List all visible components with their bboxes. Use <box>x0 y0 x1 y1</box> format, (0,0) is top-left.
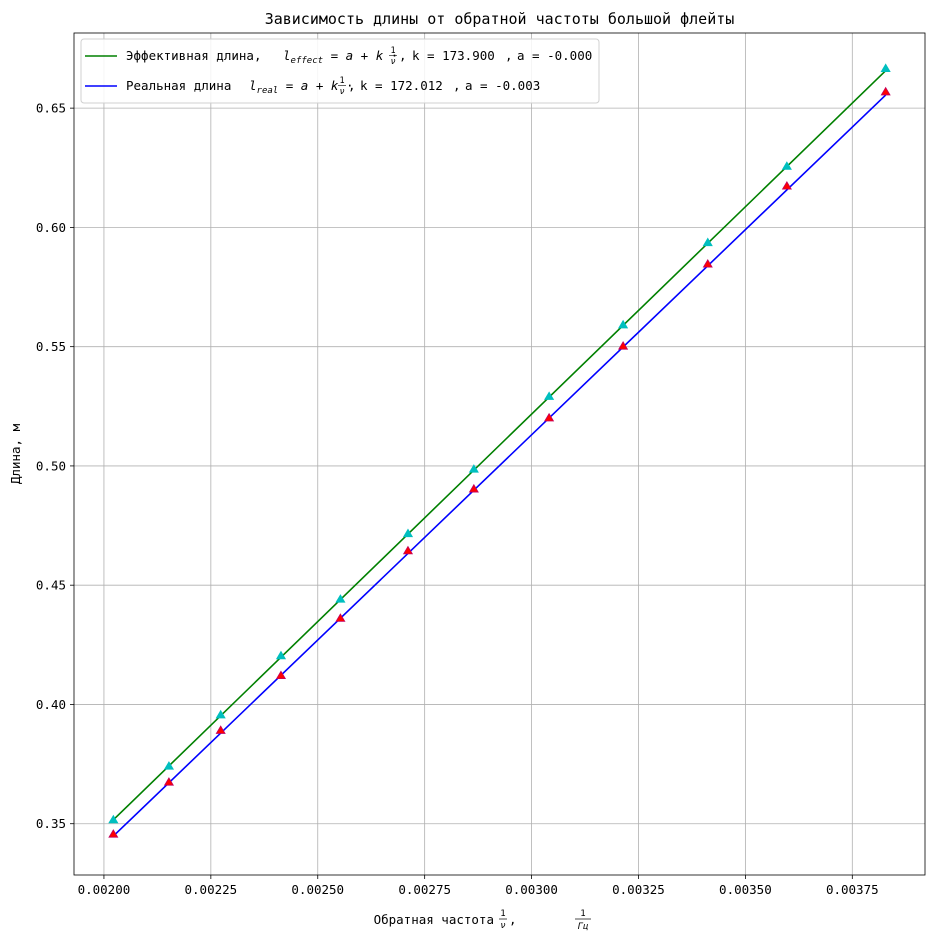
svg-text:,: , <box>509 912 517 927</box>
plot-frame <box>73 32 926 876</box>
x-tick-label: 0.00300 <box>505 882 558 897</box>
data-point-real <box>781 180 792 190</box>
data-point-real <box>880 86 891 96</box>
y-tick-label: 0.50 <box>36 458 66 473</box>
data-point-effective <box>215 709 226 719</box>
x-axis-label-group: Обратная частота 1 ν , 1 Гц <box>374 909 591 932</box>
legend-box <box>80 38 600 104</box>
grid <box>74 33 925 875</box>
plot-series <box>108 63 891 838</box>
legend-name-real: Реальная длина <box>126 78 231 93</box>
data-point-effective <box>108 814 119 824</box>
svg-text:1: 1 <box>580 909 585 919</box>
axis-ticks: 0.00200 0.00225 0.00250 0.00275 0.00300 0.003… <box>36 101 879 897</box>
data-point-real <box>275 670 287 679</box>
x-tick-label: 0.00200 <box>78 882 131 897</box>
legend-k-real: k = 172.012 <box>360 78 443 93</box>
chart-title: Зависимость длины от обратной частоты бо… <box>265 10 735 28</box>
y-tick-label: 0.35 <box>36 816 66 831</box>
data-point-real <box>468 483 479 493</box>
legend: Эффективная длина, leffect = a + k · 1 ν… <box>80 38 600 104</box>
data-point-real <box>108 829 119 838</box>
svg-text:,: , <box>399 48 407 63</box>
data-point-effective <box>275 650 287 660</box>
svg-text:,: , <box>348 78 356 93</box>
data-point-effective <box>402 528 414 538</box>
y-tick-label: 0.60 <box>36 220 66 235</box>
data-point-effective <box>880 63 891 72</box>
data-point-effective <box>335 594 346 603</box>
data-point-real <box>618 341 629 350</box>
svg-text:,: , <box>505 48 513 63</box>
x-tick-label: 0.00225 <box>185 882 238 897</box>
legend-entry-effective: Эффективная длина, leffect = a + k · 1 ν… <box>85 46 592 67</box>
legend-k-effective: k = 173.900 <box>412 48 495 63</box>
data-point-effective <box>544 391 555 400</box>
svg-text:Гц: Гц <box>578 922 589 932</box>
svg-text:ν: ν <box>500 921 505 931</box>
fit-line-effective <box>112 70 887 821</box>
legend-formula-real: lreal = a + k · <box>249 78 354 96</box>
y-tick-label: 0.45 <box>36 578 66 593</box>
svg-text:ν: ν <box>339 87 344 97</box>
svg-text:,: , <box>453 78 461 93</box>
x-tick-label: 0.00375 <box>826 882 879 897</box>
svg-text:1: 1 <box>390 46 395 56</box>
legend-entry-real: Реальная длина lreal = a + k · 1 ν , k =… <box>85 76 540 97</box>
y-tick-label: 0.55 <box>36 339 66 354</box>
y-tick-label: 0.65 <box>36 101 66 116</box>
data-point-effective <box>618 319 629 329</box>
fit-line-real <box>112 94 887 837</box>
svg-text:1: 1 <box>500 909 505 919</box>
data-point-real <box>335 613 346 622</box>
data-point-real <box>215 725 226 734</box>
svg-text:ν: ν <box>390 57 395 67</box>
data-point-real <box>544 412 555 422</box>
x-tick-label: 0.00275 <box>398 882 451 897</box>
data-point-real <box>402 545 414 555</box>
x-tick-label: 0.00350 <box>719 882 772 897</box>
svg-text:1: 1 <box>339 76 344 86</box>
legend-a-real: a = -0.003 <box>465 78 540 93</box>
x-tick-label: 0.00250 <box>291 882 344 897</box>
data-point-effective <box>702 237 713 247</box>
data-point-real <box>163 777 175 786</box>
y-axis-label: Длина, м <box>8 423 23 484</box>
x-axis-label: Обратная частота <box>374 912 494 927</box>
legend-a-effective: a = -0.000 <box>517 48 592 63</box>
data-point-effective <box>781 161 792 170</box>
svg-text:Эффективная длина,: Эффективная длина, <box>126 48 261 63</box>
data-point-effective <box>163 761 175 770</box>
legend-name-effective: Эффективная длина <box>126 48 254 63</box>
data-point-real <box>702 258 713 268</box>
y-tick-label: 0.40 <box>36 697 66 712</box>
x-tick-label: 0.00325 <box>612 882 665 897</box>
x-axis-unit: 1 ν , 1 Гц <box>499 909 591 932</box>
data-point-effective <box>468 464 479 473</box>
